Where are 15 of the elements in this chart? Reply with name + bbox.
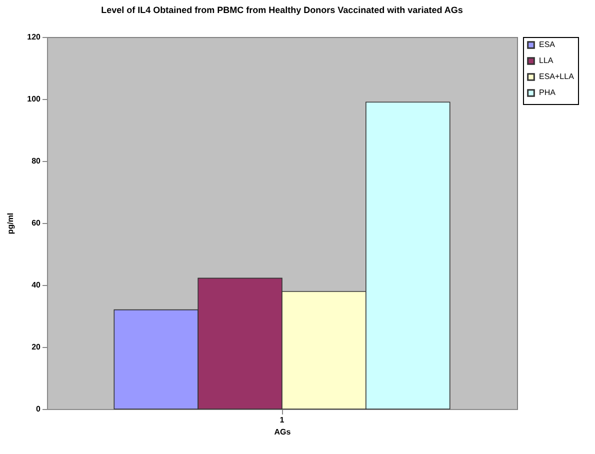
x-tick-label: 1 <box>280 416 285 424</box>
y-tick-label: 100 <box>27 94 42 104</box>
legend-label: LLA <box>539 56 554 65</box>
legend-label: PHA <box>539 88 556 97</box>
chart-title: Level of IL4 Obtained from PBMC from Healthy Donors Vaccinated with variated AGs <box>101 5 463 15</box>
y-axis-title: pg/ml <box>6 212 16 234</box>
legend-label: ESA+LLA <box>539 72 575 81</box>
y-tick-label: 120 <box>27 32 42 42</box>
legend-label: ESA <box>539 40 556 49</box>
y-tick-label: 20 <box>32 342 42 352</box>
x-axis-title: AGs <box>274 428 292 436</box>
y-tick-label: 40 <box>32 280 42 290</box>
y-tick-label: 60 <box>32 218 42 228</box>
y-tick-label: 80 <box>32 156 42 166</box>
y-tick-label: 0 <box>36 404 42 414</box>
